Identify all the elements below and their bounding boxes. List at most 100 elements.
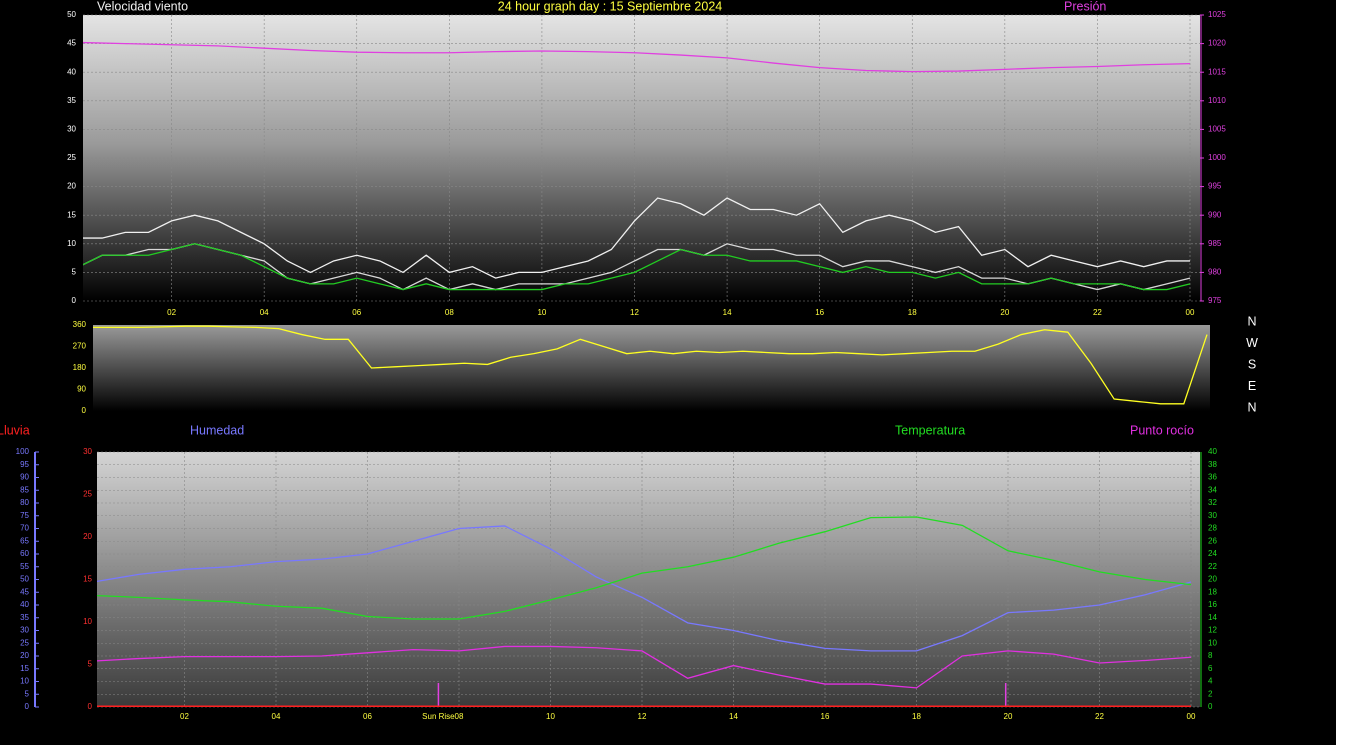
y-tick-label: 15	[83, 575, 92, 584]
y-tick-label: 35	[67, 96, 76, 105]
y-tick-label: 14	[1208, 613, 1217, 622]
x-tick-label: 20	[1000, 308, 1009, 317]
y-tick-label: 75	[20, 511, 29, 520]
y-tick-label: 25	[83, 490, 92, 499]
y-tick-label: 975	[1208, 296, 1222, 305]
y-tick-label: 10	[1208, 638, 1217, 647]
x-tick-label: 12	[638, 712, 647, 721]
compass-label: S	[1248, 357, 1256, 371]
y-tick-label: 0	[72, 296, 77, 305]
y-tick-label: 90	[77, 385, 86, 394]
series-group	[97, 516, 1192, 707]
y-tick-label: 22	[1208, 562, 1217, 571]
y-tick-label: 25	[20, 638, 29, 647]
y-tick-label: 30	[1208, 511, 1217, 520]
y-tick-label: 180	[73, 363, 87, 372]
x-tick-label: 08	[445, 308, 454, 317]
y-tick-label: 270	[73, 342, 87, 351]
compass-label: E	[1248, 379, 1256, 393]
compass-label: W	[1246, 336, 1258, 350]
y-tick-label: 80	[20, 498, 29, 507]
y-tick-label: 995	[1208, 182, 1222, 191]
legend-label: Presión	[1064, 0, 1106, 13]
y-tick-label: 2	[1208, 689, 1213, 698]
y-tick-label: 50	[20, 575, 29, 584]
y-tick-label: 1000	[1208, 153, 1226, 162]
y-tick-label: 35	[20, 613, 29, 622]
y-tick-label: 95	[20, 460, 29, 469]
series-line	[83, 243, 1191, 291]
y-tick-label: 26	[1208, 536, 1217, 545]
compass-label: N	[1247, 314, 1256, 328]
y-tick-label: 990	[1208, 210, 1222, 219]
y-tick-label: 1010	[1208, 96, 1226, 105]
y-tick-label: 985	[1208, 239, 1222, 248]
x-tick-label: 14	[723, 308, 732, 317]
y-tick-label: 45	[20, 587, 29, 596]
compass-label: N	[1247, 400, 1256, 414]
y-tick-label: 15	[20, 664, 29, 673]
y-tick-label: 34	[1208, 485, 1217, 494]
y-tick-label: 100	[16, 447, 30, 456]
y-tick-label: 30	[83, 447, 92, 456]
y-tick-label: 30	[67, 125, 76, 134]
x-tick-label: 10	[537, 308, 546, 317]
y-tick-label: 5	[25, 689, 30, 698]
series-line	[93, 325, 1208, 405]
y-tick-label: 28	[1208, 524, 1217, 533]
chart-title: 24 hour graph day : 15 Septiembre 2024	[498, 0, 723, 13]
y-tick-label: 20	[83, 532, 92, 541]
x-tick-label: 10	[546, 712, 555, 721]
x-tick-label: 18	[912, 712, 921, 721]
y-tick-label: 5	[72, 268, 77, 277]
y-tick-label: 0	[82, 406, 87, 415]
y-tick-label: 32	[1208, 498, 1217, 507]
y-tick-label: 8	[1208, 651, 1213, 660]
y-tick-label: 25	[67, 153, 76, 162]
series-line	[83, 197, 1190, 279]
y-tick-label: 4	[1208, 677, 1213, 686]
y-tick-label: 18	[1208, 587, 1217, 596]
x-tick-label: 14	[729, 712, 738, 721]
y-tick-label: 45	[67, 39, 76, 48]
x-tick-label: 02	[167, 308, 176, 317]
right-margin	[1336, 0, 1366, 745]
x-tick-label: 12	[630, 308, 639, 317]
y-tick-label: 1020	[1208, 39, 1226, 48]
y-tick-label: 38	[1208, 460, 1217, 469]
x-tick-label: 22	[1095, 712, 1104, 721]
x-tick-label: 06	[363, 712, 372, 721]
series-group	[93, 325, 1208, 405]
x-tick-label: 02	[180, 712, 189, 721]
y-tick-label: 16	[1208, 600, 1217, 609]
x-tick-label: 20	[1004, 712, 1013, 721]
y-tick-label: 10	[67, 239, 76, 248]
y-tick-label: 15	[67, 210, 76, 219]
y-tick-label: 6	[1208, 664, 1213, 673]
series-line	[83, 41, 1191, 73]
y-tick-label: 36	[1208, 473, 1217, 482]
y-tick-label: 12	[1208, 626, 1217, 635]
x-tick-label: 22	[1093, 308, 1102, 317]
x-tick-label: 00	[1187, 712, 1196, 721]
y-tick-label: 85	[20, 485, 29, 494]
x-tick-label: 16	[815, 308, 824, 317]
x-tick-label: 18	[908, 308, 917, 317]
y-tick-label: 1025	[1208, 10, 1226, 19]
y-tick-label: 40	[1208, 447, 1217, 456]
series-line	[97, 516, 1192, 620]
x-tick-label: 08	[455, 712, 464, 721]
y-tick-label: 90	[20, 473, 29, 482]
y-tick-label: 980	[1208, 268, 1222, 277]
y-tick-label: 20	[1208, 575, 1217, 584]
plot-area	[97, 452, 1200, 707]
y-tick-label: 1015	[1208, 67, 1226, 76]
y-tick-label: 1005	[1208, 125, 1226, 134]
legend-label: Temperatura	[895, 423, 965, 437]
y-tick-label: 0	[88, 702, 93, 711]
series-line	[97, 525, 1192, 652]
y-tick-label: 65	[20, 536, 29, 545]
legend-label: Humedad	[190, 423, 244, 437]
